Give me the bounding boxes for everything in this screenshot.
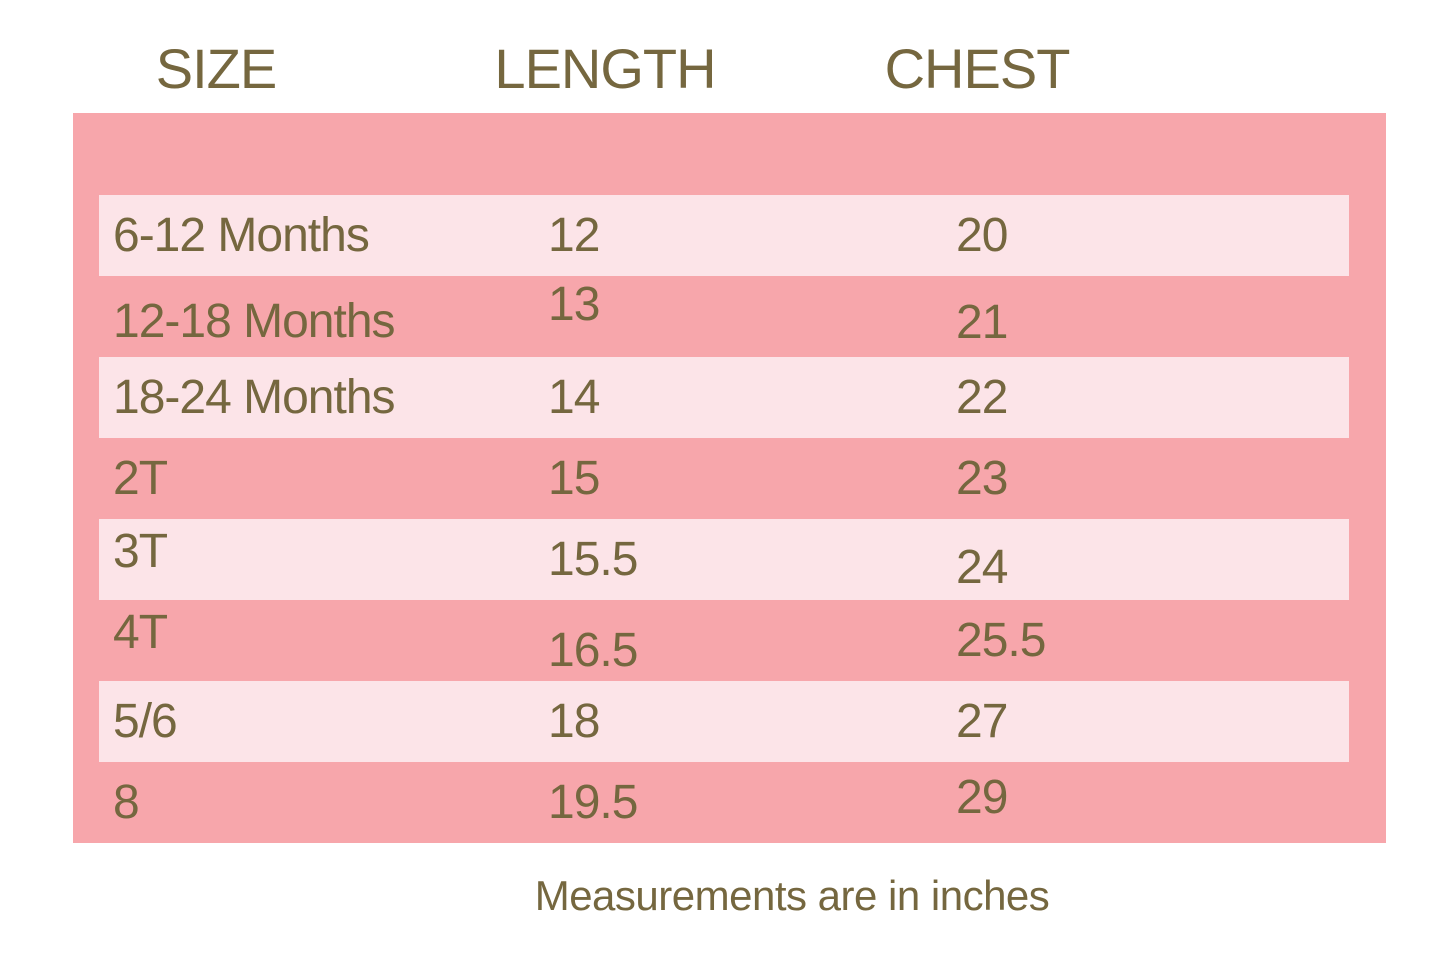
length-cell: 14: [548, 371, 600, 424]
column-header-size: SIZE: [155, 37, 277, 100]
length-cell: 15: [548, 452, 600, 505]
size-cell: 18-24 Months: [113, 371, 396, 424]
column-header-length: LENGTH: [494, 37, 716, 100]
table-row: 18-24 Months 14 22: [73, 357, 1386, 438]
table-row: 3T 15.5 24: [73, 519, 1386, 600]
length-cell: 19.5: [548, 776, 638, 829]
size-cell: 8: [113, 776, 140, 829]
chest-cell: 20: [956, 209, 1008, 262]
chest-cell: 21: [956, 296, 1008, 349]
length-cell: 15.5: [548, 533, 638, 586]
table-row: 2T 15 23: [73, 438, 1386, 519]
length-cell: 13: [548, 278, 600, 331]
table-row: 8 19.5 29: [73, 762, 1386, 843]
chest-cell: 23: [956, 452, 1008, 505]
table-row: 4T 16.5 25.5: [73, 600, 1386, 681]
size-cell: 12-18 Months: [113, 295, 396, 348]
size-cell: 2T: [113, 452, 168, 505]
table-row: 5/6 18 27: [73, 681, 1386, 762]
measurements-footnote: Measurements are in inches: [534, 872, 1050, 919]
size-cell: 5/6: [113, 695, 178, 748]
size-cell: 4T: [113, 606, 168, 659]
size-table-rows: 6-12 Months 12 20 12-18 Months 13 21 18-…: [73, 195, 1386, 843]
size-cell: 3T: [113, 525, 168, 578]
size-table-panel: 6-12 Months 12 20 12-18 Months 13 21 18-…: [73, 113, 1386, 843]
size-cell: 6-12 Months: [113, 209, 370, 262]
table-row: 12-18 Months 13 21: [73, 276, 1386, 357]
chest-cell: 22: [956, 371, 1008, 424]
length-cell: 16.5: [548, 624, 638, 677]
column-header-chest: CHEST: [884, 37, 1071, 100]
chest-cell: 29: [956, 771, 1008, 824]
chest-cell: 25.5: [956, 614, 1046, 667]
length-cell: 18: [548, 695, 600, 748]
table-row: 6-12 Months 12 20: [73, 195, 1386, 276]
chest-cell: 27: [956, 695, 1008, 748]
length-cell: 12: [548, 209, 600, 262]
chest-cell: 24: [956, 541, 1008, 594]
